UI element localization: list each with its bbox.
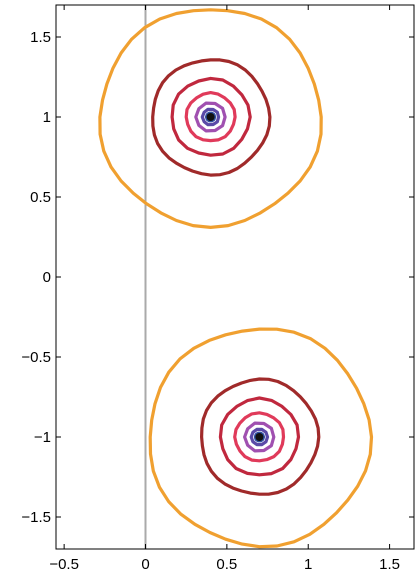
x-tick-label: 0	[141, 556, 149, 573]
contour-layer	[98, 8, 374, 549]
contour-ring	[148, 327, 374, 549]
y-tick-label: −1.5	[21, 509, 51, 526]
y-tick-label: 1	[43, 109, 51, 126]
x-tick-label: 1	[304, 556, 312, 573]
contour-ring	[184, 90, 237, 143]
contour-ring	[98, 8, 323, 229]
contour-ring	[233, 411, 286, 463]
contour-ring	[218, 396, 301, 477]
contour-ring	[200, 107, 221, 127]
contour-ring	[170, 76, 252, 157]
x-tick-label: −0.5	[49, 556, 79, 573]
x-tick-label: 0.5	[216, 556, 237, 573]
contour-ring	[249, 427, 270, 447]
center-marker	[255, 433, 264, 441]
tick-layer: −0.5 0 0.5 1 1.5 1.5 1 0.5 0 −0.5 −1 −1.5	[21, 5, 414, 573]
y-tick-label: −0.5	[21, 349, 51, 366]
center-marker	[206, 113, 215, 121]
contour-ring	[151, 58, 272, 177]
x-tick-label: 1.5	[379, 556, 400, 573]
contour-ring	[243, 421, 276, 453]
contour-ring	[200, 377, 321, 496]
y-tick-label: 0	[43, 269, 51, 286]
y-tick-label: −1	[34, 429, 51, 446]
y-tick-label: 0.5	[30, 189, 51, 206]
y-tick-label: 1.5	[30, 29, 51, 46]
contour-ring	[194, 101, 227, 133]
